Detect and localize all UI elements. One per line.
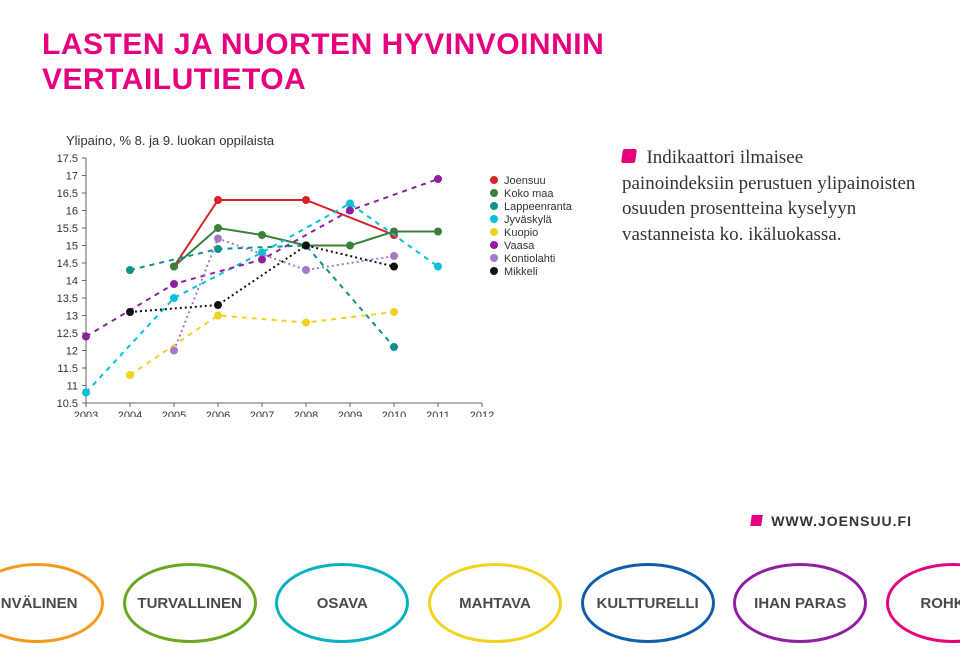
y-tick-label: 12.5 — [57, 328, 78, 340]
y-tick-label: 10.5 — [57, 398, 78, 410]
x-tick-label: 2007 — [250, 410, 274, 417]
series-marker — [214, 245, 222, 253]
legend-label: Joensuu — [504, 175, 546, 187]
chart-svg: 10.5 11 11.5 12 12.5 13 13.5 14 14.5 15 15.5 16 16.5… — [42, 152, 582, 417]
y-tick-label: 12 — [66, 346, 78, 358]
legend-label: Kuopio — [504, 227, 538, 239]
legend-label: Vaasa — [504, 240, 535, 252]
page-root: LASTEN JA NUORTEN HYVINVOINNIN VERTAILUT… — [0, 0, 960, 669]
title-line-2: VERTAILUTIETOA — [42, 63, 306, 96]
x-tick-label: 2003 — [74, 410, 98, 417]
x-tick-label: 2009 — [338, 410, 362, 417]
series-marker — [170, 294, 178, 302]
footer-bubble: OSAVA — [275, 563, 409, 643]
y-tick-label: 15.5 — [57, 223, 78, 235]
legend-swatch — [490, 241, 498, 249]
series-marker — [82, 333, 90, 341]
footer-bubble: IHAN PARAS — [733, 563, 867, 643]
y-tick-label: 16.5 — [57, 188, 78, 200]
footer-bubble: INVÄLINEN — [0, 563, 104, 643]
series-marker — [302, 319, 310, 327]
legend-swatch — [490, 176, 498, 184]
y-tick-label: 13.5 — [57, 293, 78, 305]
series-line — [174, 239, 394, 351]
series-marker — [302, 266, 310, 274]
series-marker — [346, 207, 354, 215]
side-panel: Indikaattori ilmaisee painoindeksiin per… — [622, 127, 918, 417]
series-marker — [346, 242, 354, 250]
y-tick-label: 11.5 — [57, 363, 78, 375]
series-marker — [302, 242, 310, 250]
series-marker — [170, 347, 178, 355]
series-marker — [390, 263, 398, 271]
series-marker — [390, 252, 398, 260]
y-tick-label: 15 — [66, 241, 78, 253]
series-marker — [214, 224, 222, 232]
chart-title: Ylipaino, % 8. ja 9. luokan oppilaista — [66, 133, 582, 148]
legend-label: Mikkeli — [504, 266, 538, 278]
legend-label: Lappeenranta — [504, 201, 573, 213]
legend-label: Jyväskylä — [504, 214, 553, 226]
series-marker — [390, 343, 398, 351]
series-marker — [346, 200, 354, 208]
legend-swatch — [490, 202, 498, 210]
y-tick-label: 14.5 — [57, 258, 78, 270]
chart-plot: 10.5 11 11.5 12 12.5 13 13.5 14 14.5 15 15.5 16 16.5… — [42, 152, 582, 417]
y-tick-label: 13 — [66, 311, 78, 323]
y-tick-label: 11 — [67, 381, 78, 393]
x-tick-label: 2012 — [470, 410, 494, 417]
footer-bubble: KULTTURELLI — [581, 563, 715, 643]
footer-brand: WWW.JOENSUU.FI — [751, 513, 912, 529]
series-marker — [82, 389, 90, 397]
x-tick-label: 2006 — [206, 410, 230, 417]
x-tick-label: 2010 — [382, 410, 406, 417]
series-marker — [258, 231, 266, 239]
series-marker — [302, 196, 310, 204]
series-marker — [434, 175, 442, 183]
series-marker — [214, 301, 222, 309]
footer-bubble: ROHKEA — [886, 563, 960, 643]
series-marker — [170, 263, 178, 271]
brand-bullet-icon — [751, 515, 764, 526]
series-marker — [170, 280, 178, 288]
series-marker — [214, 312, 222, 320]
footer-bubbles: INVÄLINENTURVALLINENOSAVAMAHTAVAKULTTURE… — [0, 557, 960, 649]
series-marker — [214, 235, 222, 243]
footer-bubble: TURVALLINEN — [123, 563, 257, 643]
chart-container: Ylipaino, % 8. ja 9. luokan oppilaista 1… — [42, 127, 582, 417]
y-tick-label: 16 — [66, 206, 78, 218]
x-tick-label: 2011 — [426, 410, 450, 417]
series-marker — [390, 308, 398, 316]
legend-swatch — [490, 228, 498, 236]
x-tick-label: 2005 — [162, 410, 186, 417]
footer-bubble: MAHTAVA — [428, 563, 562, 643]
x-tick-label: 2008 — [294, 410, 318, 417]
legend-label: Kontiolahti — [504, 253, 555, 265]
page-title: LASTEN JA NUORTEN HYVINVOINNIN VERTAILUT… — [42, 28, 918, 97]
description-text: Indikaattori ilmaisee painoindeksiin per… — [622, 147, 915, 245]
x-tick-label: 2004 — [118, 410, 142, 417]
series-marker — [434, 263, 442, 271]
y-tick-label: 14 — [66, 276, 78, 288]
bullet-icon — [621, 149, 637, 163]
series-marker — [126, 266, 134, 274]
title-line-1: LASTEN JA NUORTEN HYVINVOINNIN — [42, 28, 604, 61]
series-marker — [434, 228, 442, 236]
series-marker — [126, 308, 134, 316]
series-marker — [126, 371, 134, 379]
legend-label: Koko maa — [504, 188, 554, 200]
content-row: Ylipaino, % 8. ja 9. luokan oppilaista 1… — [42, 127, 918, 417]
series-line — [174, 200, 394, 267]
legend-swatch — [490, 215, 498, 223]
legend-swatch — [490, 254, 498, 262]
y-tick-label: 17 — [66, 171, 78, 183]
brand-text: WWW.JOENSUU.FI — [771, 513, 912, 529]
series-marker — [214, 196, 222, 204]
series-line — [130, 312, 394, 375]
legend-swatch — [490, 267, 498, 275]
legend-swatch — [490, 189, 498, 197]
y-tick-label: 17.5 — [57, 153, 78, 165]
series-marker — [258, 256, 266, 264]
